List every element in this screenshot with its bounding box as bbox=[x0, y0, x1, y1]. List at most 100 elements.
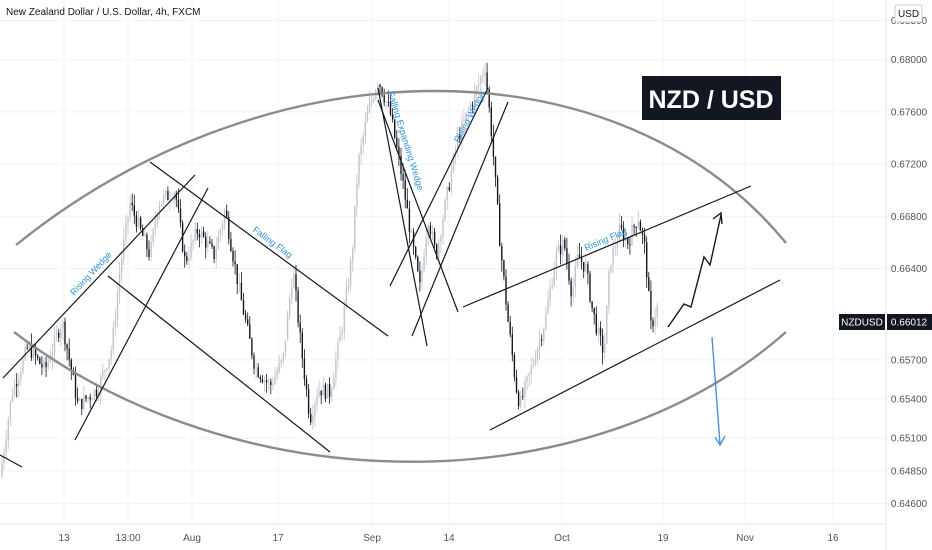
candle-body bbox=[171, 199, 173, 201]
drawings bbox=[0, 87, 787, 468]
candle-body bbox=[448, 187, 450, 191]
candle-body bbox=[307, 389, 310, 414]
candle-body bbox=[381, 87, 383, 96]
candle-body bbox=[261, 378, 264, 383]
candle-body bbox=[526, 376, 528, 382]
candle-body bbox=[121, 258, 123, 274]
candle-body bbox=[139, 217, 142, 229]
candle-body bbox=[165, 191, 167, 196]
candle-body bbox=[22, 358, 24, 372]
projection-up-arrow bbox=[667, 214, 722, 328]
symbol-label: NZDUSD bbox=[841, 318, 883, 329]
candle-body bbox=[608, 271, 610, 306]
candle-body bbox=[234, 261, 236, 265]
candle-body bbox=[557, 245, 560, 252]
candle-body bbox=[501, 246, 503, 261]
candle-body bbox=[278, 363, 280, 372]
wedge1-lower bbox=[74, 187, 209, 441]
candle-body bbox=[64, 321, 66, 345]
candle-body bbox=[49, 358, 51, 362]
candle-body bbox=[247, 319, 249, 325]
candle-body bbox=[85, 395, 87, 399]
upper-arc bbox=[15, 89, 787, 246]
candle-body bbox=[238, 282, 240, 285]
annotation-rising-flag: Rising Flag bbox=[583, 226, 628, 253]
candle-body bbox=[410, 231, 413, 233]
candle-body bbox=[606, 305, 608, 344]
candle-body bbox=[242, 300, 245, 315]
candle-body bbox=[513, 355, 516, 378]
time-tick: Aug bbox=[183, 533, 201, 544]
candle-body bbox=[198, 233, 201, 238]
candle-body bbox=[301, 332, 303, 359]
candle-body bbox=[654, 317, 656, 327]
candle-body bbox=[459, 135, 461, 140]
candle-body bbox=[562, 239, 564, 255]
candle-body bbox=[314, 404, 316, 416]
candle-body bbox=[244, 314, 247, 320]
price-tick: 0.65400 bbox=[891, 395, 928, 406]
candle-body bbox=[41, 363, 43, 368]
candle-body bbox=[320, 390, 322, 396]
candle-body bbox=[580, 257, 583, 262]
candle-body bbox=[549, 288, 551, 301]
candle-body bbox=[591, 301, 593, 308]
candle-body bbox=[240, 282, 243, 301]
candle-body bbox=[396, 137, 398, 147]
candle-body bbox=[310, 413, 312, 423]
candle-body bbox=[13, 384, 16, 396]
candle-body bbox=[482, 75, 484, 77]
candle-body bbox=[475, 86, 478, 92]
projection-up-arrowhead bbox=[712, 211, 723, 225]
flag-lower bbox=[107, 275, 331, 453]
price-axis[interactable]: 0.64600 0.64850 0.65100 0.65400 0.65700 0.664… bbox=[885, 0, 928, 550]
candle-body bbox=[335, 358, 337, 378]
candle-body bbox=[58, 332, 60, 338]
candle-body bbox=[282, 352, 285, 360]
candle-body bbox=[274, 376, 276, 385]
candle-body bbox=[625, 237, 627, 241]
candle-body bbox=[295, 274, 297, 291]
price-tick: 0.67200 bbox=[891, 160, 928, 171]
lower-arc bbox=[13, 331, 787, 463]
candle-body bbox=[217, 235, 219, 249]
candle-body bbox=[646, 242, 648, 278]
candle-body bbox=[438, 241, 440, 258]
candle-body bbox=[163, 195, 165, 204]
candle-body bbox=[236, 264, 238, 285]
candle-body bbox=[196, 229, 198, 234]
wedge1-left bbox=[0, 454, 23, 468]
candle-body bbox=[496, 176, 499, 204]
candle-body bbox=[118, 273, 121, 294]
candle-body bbox=[492, 135, 495, 157]
candle-body bbox=[51, 352, 54, 359]
rising-wedge-2b bbox=[411, 101, 509, 337]
candle-body bbox=[175, 193, 177, 200]
rising-wedge-2a bbox=[389, 87, 489, 287]
symbol-banner: NZD / USD bbox=[642, 76, 781, 120]
time-axis[interactable]: 13 13:00 Aug 17 Sep 14 Oct 19 Nov 16 bbox=[0, 523, 886, 544]
price-tick: 0.65100 bbox=[891, 434, 928, 445]
candle-body bbox=[442, 219, 444, 237]
candle-body bbox=[133, 205, 135, 216]
candle-body bbox=[469, 104, 471, 111]
price-tick: 0.68000 bbox=[891, 55, 928, 66]
candle-body bbox=[68, 348, 70, 360]
candle-body bbox=[28, 344, 30, 349]
candle-body bbox=[144, 234, 146, 236]
candle-body bbox=[190, 242, 192, 258]
currency-button[interactable]: USD bbox=[894, 4, 923, 23]
candle-body bbox=[635, 227, 637, 229]
candle-body bbox=[377, 84, 379, 91]
annotation-rising-wedge-2: Rising Wedge bbox=[452, 90, 487, 144]
candle-body bbox=[211, 243, 213, 247]
candle-body bbox=[547, 300, 549, 313]
candle-body bbox=[610, 264, 612, 272]
candle-body bbox=[515, 377, 518, 393]
candle-body bbox=[160, 203, 163, 207]
candle-body bbox=[62, 321, 64, 329]
candle-body bbox=[555, 251, 558, 270]
candle-body bbox=[457, 135, 459, 151]
candle-body bbox=[177, 199, 180, 209]
